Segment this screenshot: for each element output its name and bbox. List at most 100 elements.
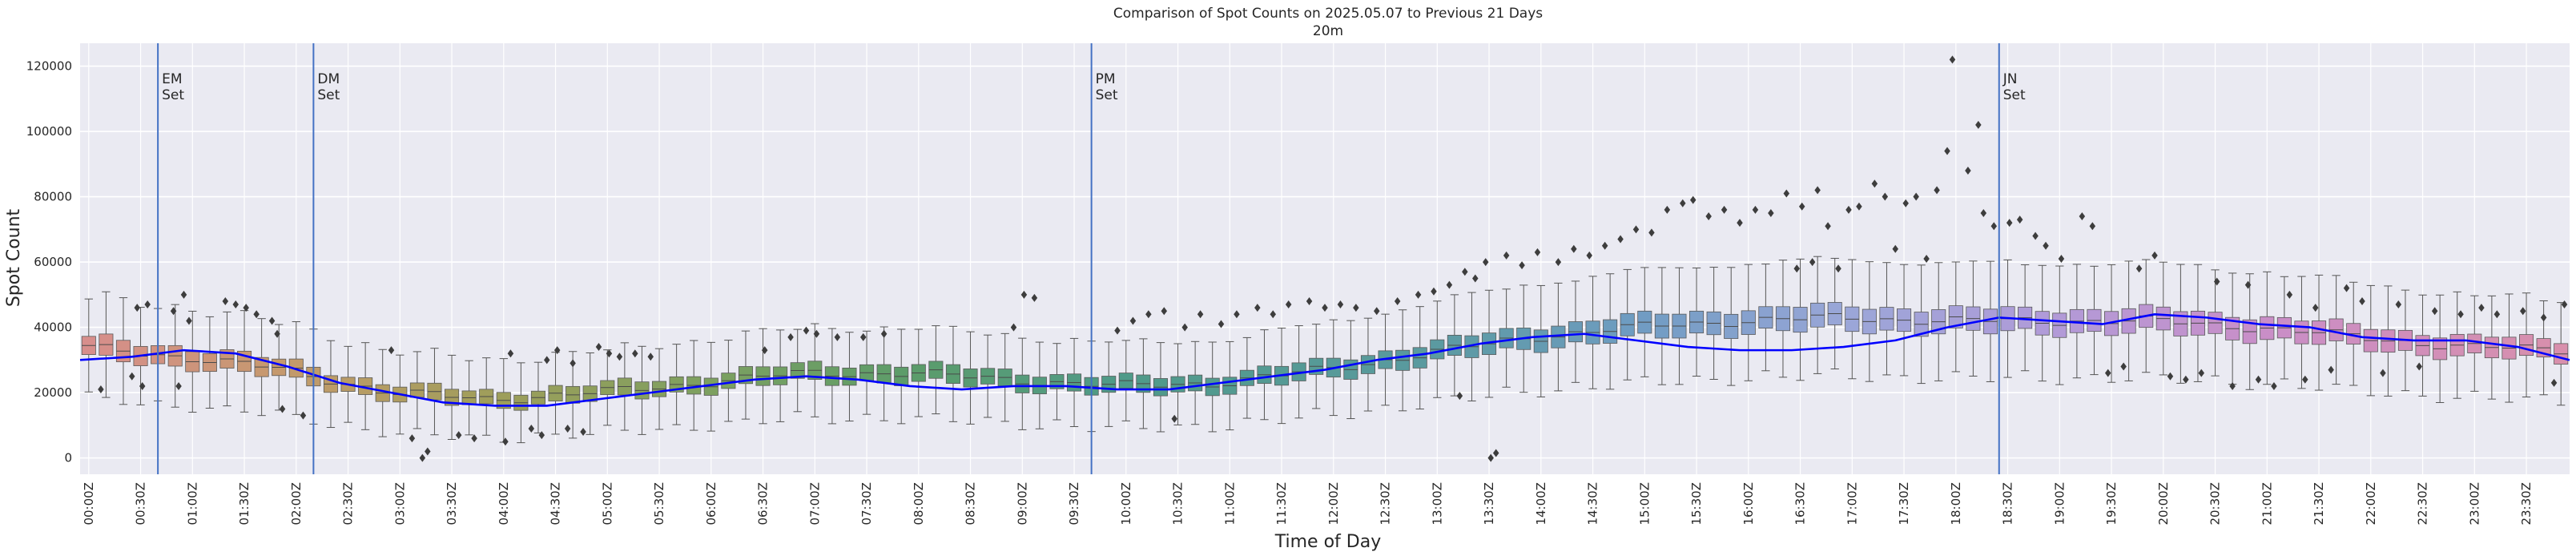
box-plot xyxy=(911,328,926,417)
outlier-point xyxy=(2043,241,2049,250)
box-plot xyxy=(1793,258,1808,381)
outlier-point xyxy=(2302,375,2308,384)
x-tick-label: 22:30Z xyxy=(2416,482,2430,526)
outlier-point xyxy=(425,447,431,456)
box-plot xyxy=(409,351,425,429)
x-tick-label: 05:00Z xyxy=(600,482,614,526)
outlier-point xyxy=(538,431,545,440)
outlier-point xyxy=(2104,369,2111,377)
outlier-point xyxy=(761,346,768,355)
outlier-point xyxy=(2457,310,2464,319)
outlier-point xyxy=(606,349,613,358)
box-plot xyxy=(1551,282,1566,392)
outlier-point xyxy=(1835,264,1841,273)
outlier-point xyxy=(2229,381,2236,390)
outlier-point xyxy=(1270,310,1276,319)
box-plot xyxy=(980,334,996,418)
box-plot xyxy=(2155,261,2171,376)
outlier-point xyxy=(243,304,249,312)
x-tick-label: 20:30Z xyxy=(2208,482,2223,526)
outlier-point xyxy=(2079,212,2086,221)
outlier-point xyxy=(1492,449,1499,457)
outlier-point xyxy=(175,381,182,390)
box-plot xyxy=(445,354,460,441)
outlier-point xyxy=(1601,241,1608,250)
box-plot xyxy=(2069,264,2084,379)
outlier-point xyxy=(1965,166,1971,175)
x-tick-label: 00:00Z xyxy=(82,482,96,526)
outlier-point xyxy=(1814,186,1821,195)
box-plot xyxy=(824,328,839,425)
box-plot xyxy=(1118,340,1133,421)
outlier-point xyxy=(502,437,509,446)
outlier-point xyxy=(1010,323,1017,332)
outlier-point xyxy=(2359,296,2365,305)
outlier-point xyxy=(1519,261,1525,270)
outlier-point xyxy=(1415,290,1422,299)
y-axis-label: Spot Count xyxy=(4,208,24,307)
y-tick-label: 120000 xyxy=(26,59,72,74)
x-tick-label: 06:30Z xyxy=(756,482,771,526)
outlier-point xyxy=(1689,195,1697,204)
box-plot xyxy=(1239,336,1254,419)
outlier-point xyxy=(1145,310,1152,319)
outlier-point xyxy=(2183,375,2189,384)
outlier-point xyxy=(2328,365,2334,374)
outlier-point xyxy=(274,329,280,338)
outlier-point xyxy=(1129,316,1137,325)
box-plot xyxy=(2346,281,2361,386)
box-plot xyxy=(1724,267,1739,386)
x-tick-label: 14:30Z xyxy=(1586,482,1600,526)
box-plot xyxy=(1188,340,1203,425)
outlier-point xyxy=(1944,147,1950,155)
x-tick-label: 11:30Z xyxy=(1274,482,1289,526)
x-tick-label: 07:30Z xyxy=(859,482,874,526)
outlier-point xyxy=(632,349,638,358)
box-plot xyxy=(1775,260,1790,378)
outlier-point xyxy=(222,296,229,305)
outlier-point xyxy=(144,300,151,309)
box-plot xyxy=(2242,273,2257,390)
outlier-point xyxy=(1285,300,1292,309)
outlier-point xyxy=(186,316,192,325)
box-plot xyxy=(1758,264,1773,372)
box-plot xyxy=(2467,295,2482,392)
outlier-point xyxy=(1798,202,1805,211)
box-plot xyxy=(566,351,581,439)
outlier-point xyxy=(1586,251,1592,260)
box-plot xyxy=(81,298,96,393)
x-tick-label: 01:00Z xyxy=(185,482,199,526)
box-plot xyxy=(99,291,114,398)
x-tick-label: 13:30Z xyxy=(1482,482,1496,526)
outlier-point xyxy=(2089,222,2096,231)
outlier-point xyxy=(1181,323,1188,332)
outlier-point xyxy=(1456,392,1463,401)
box-plot xyxy=(1257,329,1272,421)
box-plot xyxy=(2052,265,2067,385)
outlier-point xyxy=(2416,362,2422,371)
x-tick-label: 22:00Z xyxy=(2364,482,2378,526)
outlier-point xyxy=(419,453,426,462)
box-plot xyxy=(2433,294,2448,403)
x-tick-label: 12:00Z xyxy=(1326,482,1341,526)
outlier-point xyxy=(2198,369,2205,377)
x-tick-label: 11:00Z xyxy=(1222,482,1237,526)
x-tick-label: 23:30Z xyxy=(2519,482,2534,526)
box-plot xyxy=(600,349,615,426)
outlier-point xyxy=(2016,216,2023,224)
outlier-point xyxy=(1171,414,1177,423)
y-tick-label: 80000 xyxy=(34,190,72,204)
outlier-point xyxy=(1337,300,1344,309)
box-plot xyxy=(358,342,373,430)
box-plot xyxy=(1862,261,1877,382)
outlier-point xyxy=(1503,251,1510,260)
annotation-label: Set xyxy=(317,87,340,103)
outlier-point xyxy=(98,385,104,394)
x-tick-label: 01:30Z xyxy=(237,482,252,526)
outlier-point xyxy=(1980,208,1987,217)
box-plot xyxy=(1568,280,1583,383)
x-tick-label: 12:30Z xyxy=(1379,482,1393,526)
outlier-point xyxy=(1374,307,1380,316)
outlier-point xyxy=(544,356,550,365)
outlier-point xyxy=(268,316,276,325)
